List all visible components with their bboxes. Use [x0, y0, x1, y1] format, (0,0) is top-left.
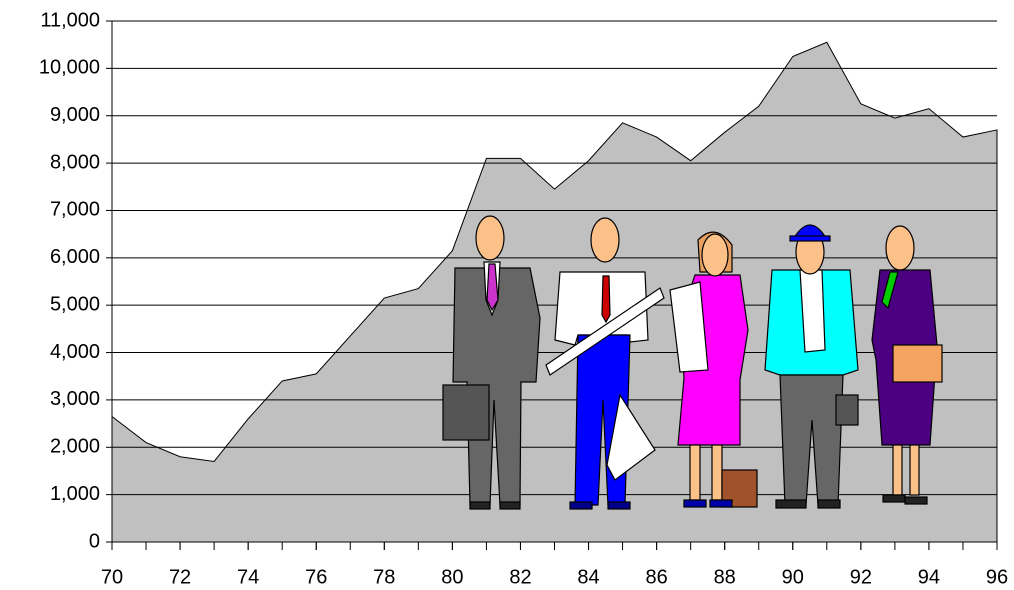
x-tick-label: 92 [850, 566, 872, 588]
y-tick-label: 0 [89, 530, 100, 552]
chart: 0 1,000 2,000 3,000 4,000 5,000 6,000 7,000 8,00… [0, 0, 1014, 590]
x-tick-label: 84 [577, 566, 599, 588]
x-tick-label: 74 [237, 566, 259, 588]
x-tick-label: 86 [645, 566, 667, 588]
x-tick-label: 80 [441, 566, 463, 588]
y-tick-label: 9,000 [50, 104, 100, 126]
x-tick-label: 94 [918, 566, 940, 588]
y-tick-label: 4,000 [50, 341, 100, 363]
x-tick-label: 72 [169, 566, 191, 588]
x-tick-label: 90 [782, 566, 804, 588]
area [112, 42, 997, 542]
y-tick-label: 5,000 [50, 293, 100, 315]
x-tick-label: 78 [373, 566, 395, 588]
x-tick-label: 96 [986, 566, 1008, 588]
y-tick-label: 3,000 [50, 388, 100, 410]
y-tick-label: 2,000 [50, 436, 100, 458]
x-tick-label: 70 [101, 566, 123, 588]
y-tick-label: 11,000 [40, 9, 100, 31]
y-tick-label: 7,000 [50, 199, 100, 221]
y-tick-label: 1,000 [50, 483, 100, 505]
x-tick-label: 88 [714, 566, 736, 588]
x-tick-label: 82 [509, 566, 531, 588]
y-tick-label: 6,000 [50, 246, 100, 268]
y-tick-label: 10,000 [39, 57, 100, 79]
y-tick-label: 8,000 [50, 151, 100, 173]
x-tick-label: 76 [305, 566, 327, 588]
